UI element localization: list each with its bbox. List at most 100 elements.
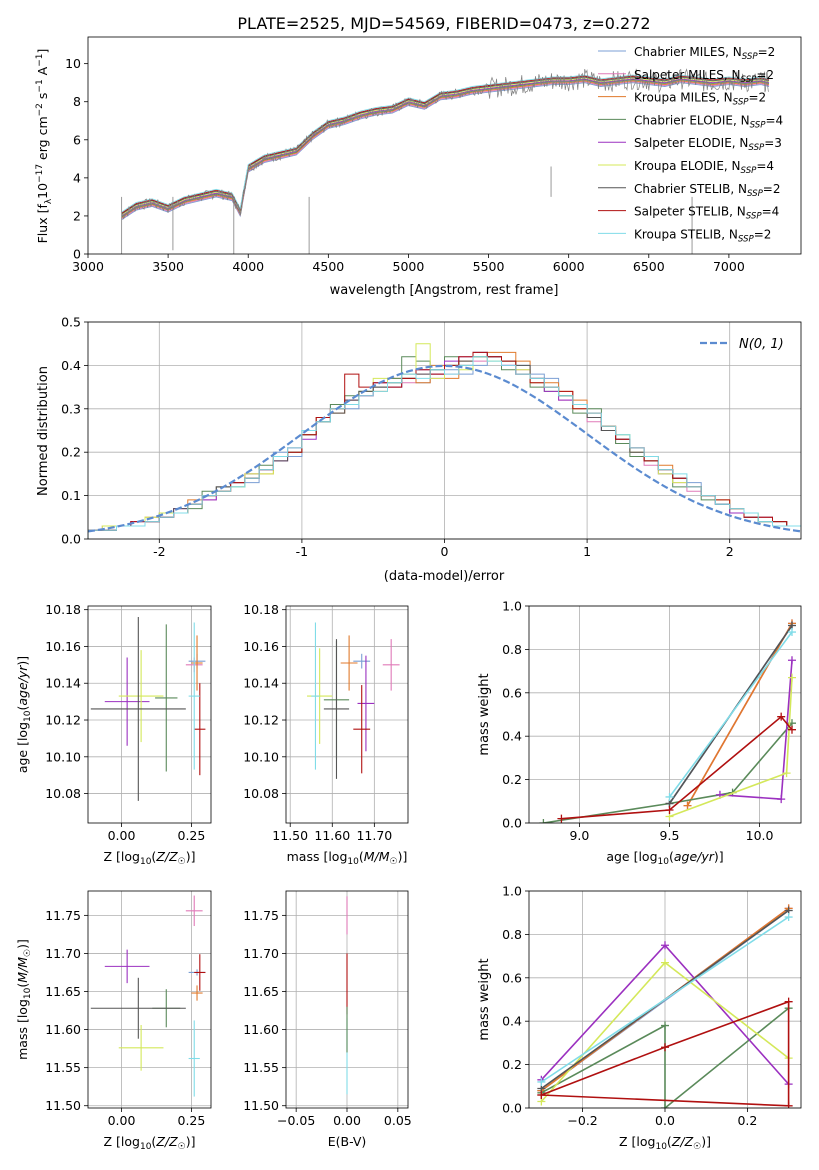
weight-line-kroupa-miles — [686, 623, 793, 806]
mass-vs-z-panel: 0.00 0.25 11.50 11.55 11.60 11.65 11.70 11.75 Z … — [15, 890, 212, 1152]
y-tick-label: 1.0 — [502, 884, 522, 899]
x-tick-label: 0.2 — [737, 1113, 757, 1128]
x-tick-label: 9.5 — [660, 828, 680, 843]
y-tick-label: 10.16 — [243, 639, 279, 654]
y-axis-label: Normed distribution — [36, 366, 51, 496]
x-tick-label: 10.0 — [746, 828, 774, 843]
figure-title: PLATE=2525, MJD=54569, FIBERID=0473, z=0… — [237, 14, 650, 33]
y-tick-label: 10.10 — [45, 749, 81, 764]
x-tick-label: 4000 — [232, 259, 264, 274]
y-tick-label: 10.12 — [243, 713, 279, 728]
x-tick-label: 0.00 — [108, 1113, 136, 1128]
data-line — [121, 68, 769, 220]
x-tick-label: 0.05 — [384, 1113, 412, 1128]
y-tick-label: 11.50 — [45, 1098, 81, 1113]
y-tick-label: 0.5 — [61, 315, 81, 330]
x-tick-label: 7000 — [713, 259, 745, 274]
y-tick-label: 10.14 — [243, 676, 279, 691]
legend-label: Chabrier MILES, NSSP=2 — [634, 45, 775, 62]
x-tick-label: 2 — [726, 544, 734, 559]
weight-marker — [661, 958, 669, 967]
y-tick-label: 10.18 — [45, 602, 81, 617]
spectrum-lines — [121, 68, 770, 254]
x-axis-label: Z [log10(Z/Z☉)] — [619, 1134, 711, 1152]
weight-marker — [665, 805, 674, 814]
y-tick-label: 0.2 — [502, 772, 522, 787]
weight-line-chabrier-elodie — [541, 1007, 790, 1108]
x-tick-label: 5000 — [393, 259, 425, 274]
legend-label: Salpeter ELODIE, NSSP=3 — [634, 136, 782, 153]
residual-histogram-panel: -2 -1 0 1 2 0.0 0.1 0.2 0.3 0.4 0.5 N(0, 1) (data-mo… — [36, 315, 802, 584]
y-tick-label: 10.12 — [45, 713, 81, 728]
y-axis-label: Flux [fλ10−17 erg cm−2 s−1 A−1] — [35, 49, 54, 244]
y-tick-label: 11.50 — [243, 1098, 279, 1113]
y-tick-label: 11.55 — [243, 1060, 279, 1075]
y-tick-label: 0.2 — [502, 1057, 522, 1072]
weight-marker — [661, 941, 669, 950]
legend-label: Kroupa MILES, NSSP=2 — [634, 91, 766, 108]
y-tick-label: 0.8 — [502, 642, 522, 657]
y-tick-label: 10.18 — [243, 602, 279, 617]
x-axis-label: Z [log10(Z/Z☉)] — [104, 1134, 196, 1152]
legend-label: Chabrier STELIB, NSSP=2 — [634, 182, 781, 199]
legend-label: Salpeter MILES, NSSP=2 — [634, 68, 774, 85]
x-tick-label: 6000 — [553, 259, 585, 274]
error-bars — [90, 895, 206, 1097]
y-tick-label: 0.0 — [502, 816, 522, 831]
axes-frame — [285, 605, 409, 824]
legend-label: Chabrier ELODIE, NSSP=4 — [634, 113, 783, 130]
legend-label-normal: N(0, 1) — [739, 337, 784, 352]
y-tick-label: 0.3 — [61, 401, 81, 416]
error-bars — [90, 617, 206, 801]
y-axis-label: age [log10(age/yr)] — [15, 656, 33, 773]
y-tick-label: 11.65 — [243, 984, 279, 999]
spectrum-panel: 3000 3500 4000 4500 5000 5500 6000 6500 7000 0 2 4 6… — [35, 36, 802, 298]
axes-frame — [285, 890, 409, 1109]
weight-line-chabrier-elodie — [543, 722, 793, 823]
weight-marker — [661, 1043, 669, 1052]
y-tick-label: 10.08 — [45, 786, 81, 801]
weight-line-kroupa-stelib — [540, 916, 790, 1083]
histogram-steps — [88, 343, 801, 539]
model-line-kroupa-miles — [121, 80, 770, 219]
y-tick-label: 0.8 — [502, 927, 522, 942]
weight-marker — [661, 1021, 669, 1030]
y-tick-label: 0.0 — [61, 532, 81, 547]
weight-marker — [787, 673, 796, 682]
weight-marker — [777, 795, 786, 804]
x-tick-label: -2 — [153, 544, 165, 559]
error-bars — [307, 622, 400, 779]
x-tick-label: 11.70 — [356, 828, 392, 843]
weight-marker — [539, 819, 548, 823]
y-tick-label: 0.0 — [502, 1101, 522, 1116]
x-tick-label: 11.50 — [272, 828, 308, 843]
legend-label: Salpeter STELIB, NSSP=4 — [634, 205, 779, 222]
axes-frame — [528, 605, 802, 824]
weight-marker — [787, 725, 796, 734]
weight-marker — [537, 1090, 546, 1099]
y-tick-label: 2 — [73, 208, 81, 223]
y-tick-label: 0.4 — [502, 729, 522, 744]
y-tick-label: 11.65 — [45, 984, 81, 999]
x-axis-label: Z [log10(Z/Z☉)] — [104, 849, 196, 867]
y-tick-label: 0.2 — [61, 445, 81, 460]
legend-label: Kroupa ELODIE, NSSP=4 — [634, 159, 774, 176]
x-tick-label: 0.25 — [178, 1113, 206, 1128]
x-axis-label: E(B-V) — [328, 1134, 367, 1149]
x-axis-label: (data-model)/error — [384, 569, 505, 584]
y-tick-label: 11.70 — [45, 946, 81, 961]
y-tick-label: 11.60 — [45, 1022, 81, 1037]
y-tick-label: 11.75 — [243, 908, 279, 923]
y-tick-label: 11.60 — [243, 1022, 279, 1037]
weight-marker — [782, 769, 791, 778]
x-tick-label: 6500 — [633, 259, 665, 274]
model-line-kroupa-stelib — [121, 74, 770, 213]
weight-marker — [661, 1104, 669, 1108]
x-tick-label: 3500 — [152, 259, 184, 274]
y-tick-label: 0 — [73, 247, 81, 262]
weight-lines — [537, 904, 793, 1108]
y-tick-label: 0.4 — [502, 1014, 522, 1029]
x-tick-label: 1 — [583, 544, 591, 559]
y-tick-label: 11.75 — [45, 908, 81, 923]
